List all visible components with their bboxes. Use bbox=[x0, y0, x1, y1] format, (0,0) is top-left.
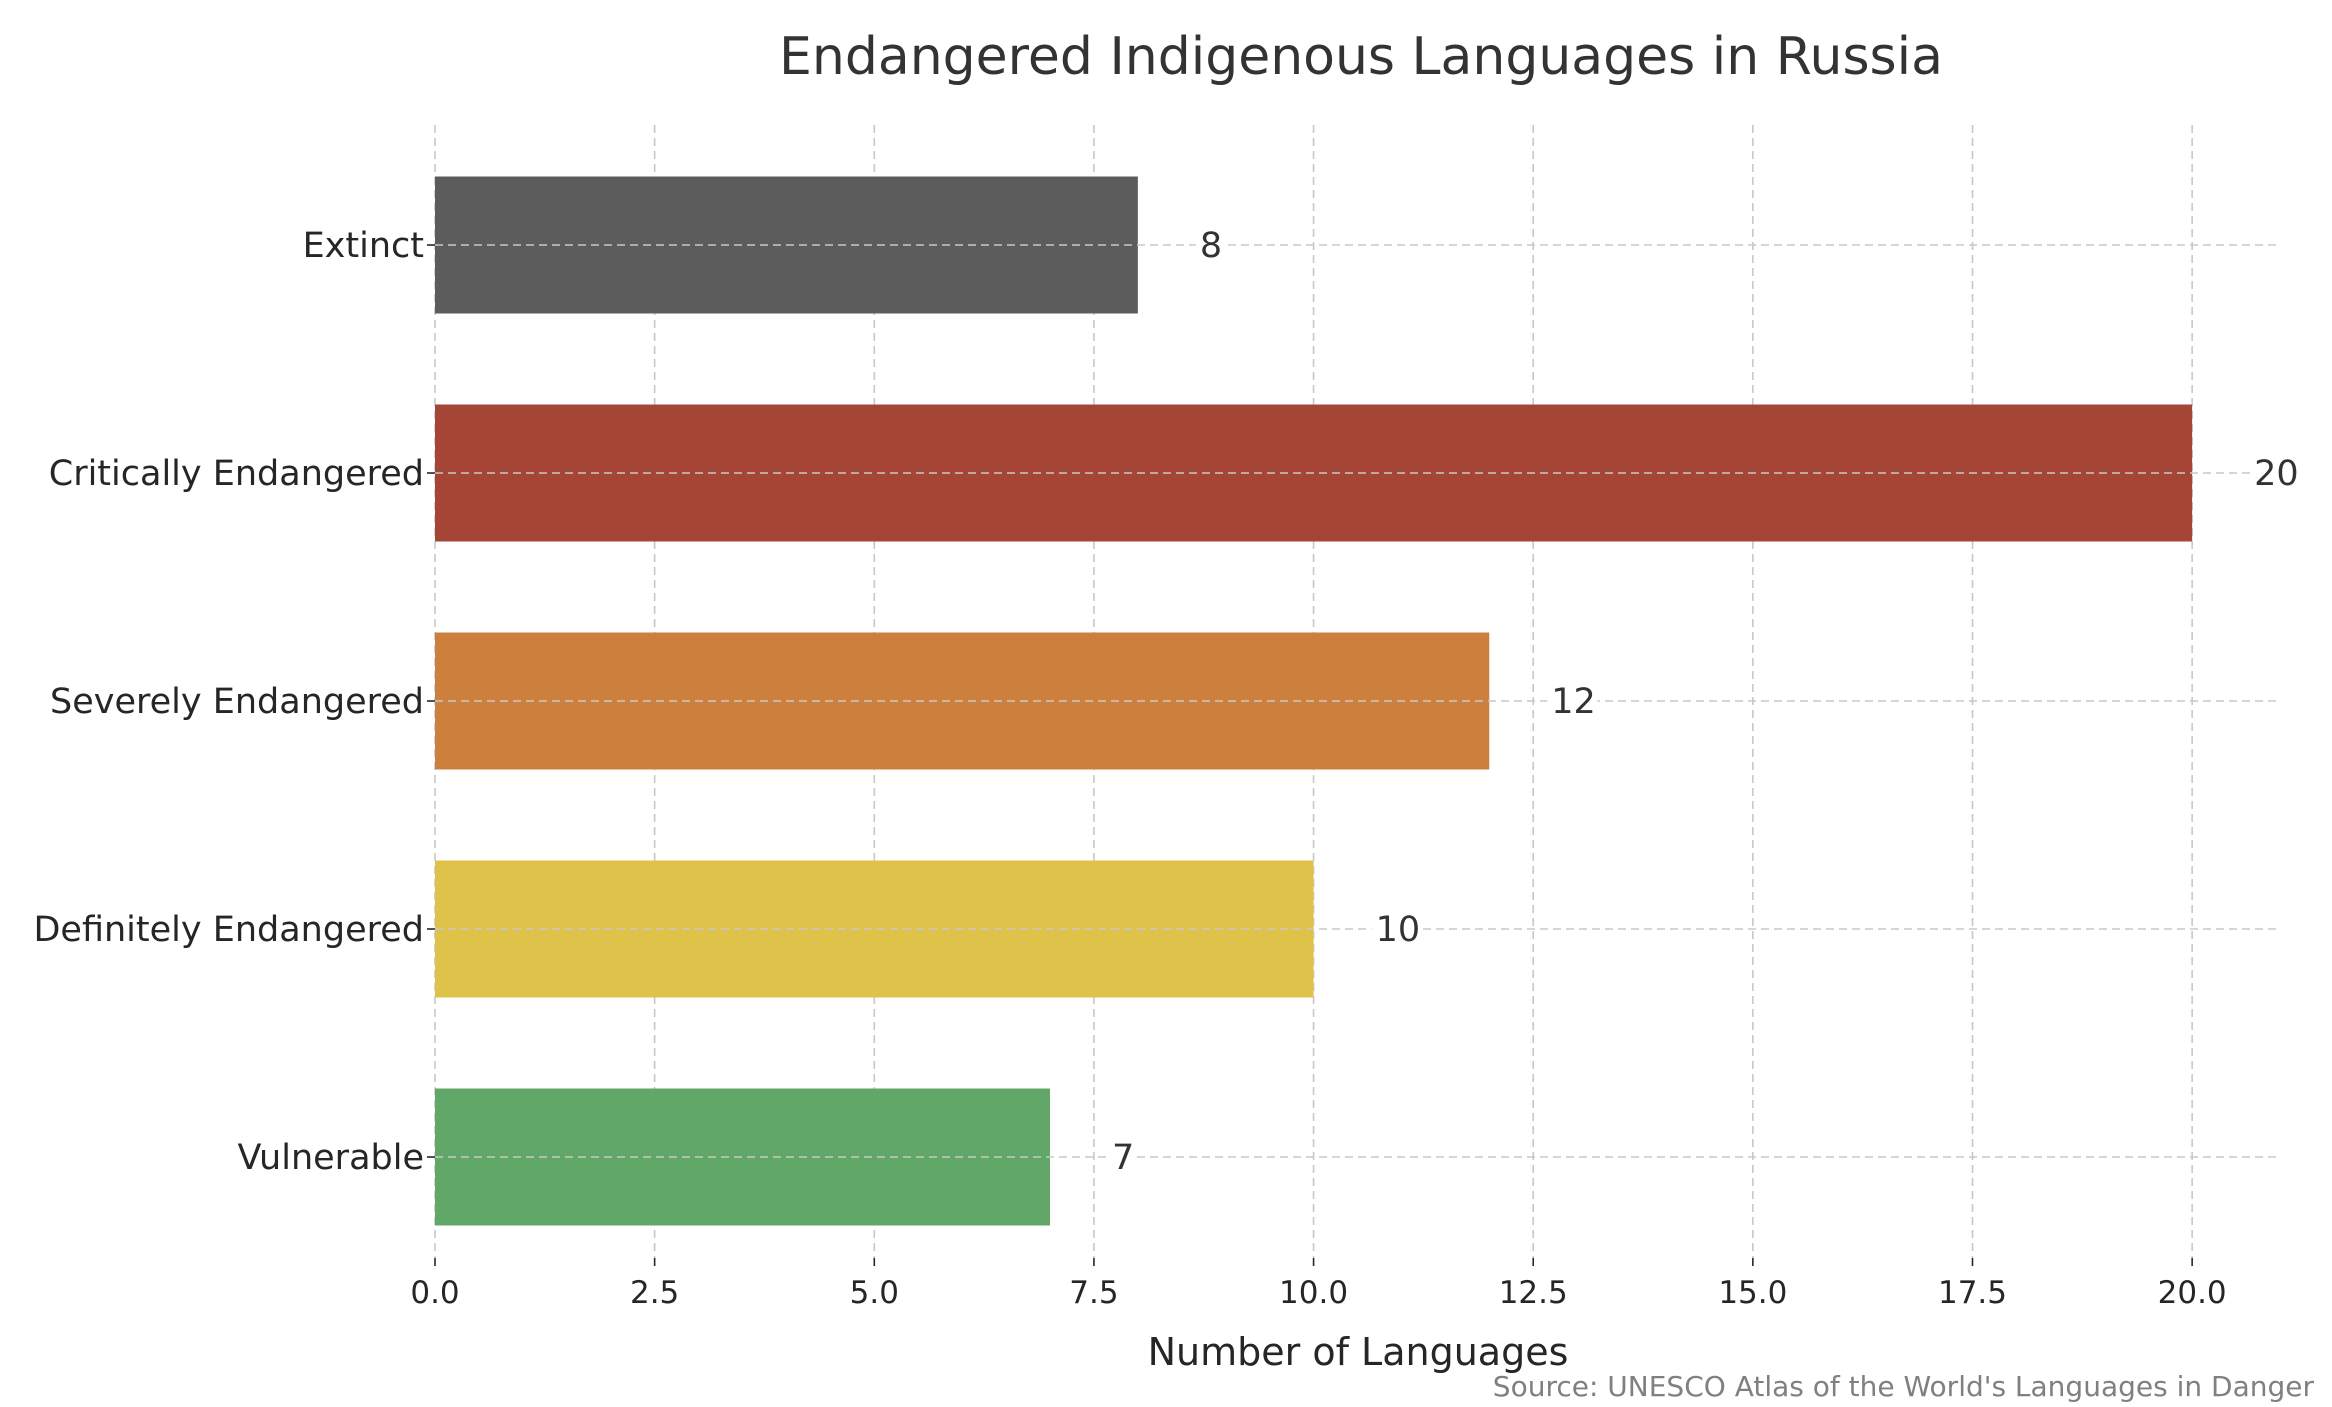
source-note: Source: UNESCO Atlas of the World's Lang… bbox=[1493, 1370, 2315, 1403]
category-label: Severely Endangered bbox=[50, 682, 424, 722]
x-tick-label: 20.0 bbox=[2158, 1275, 2227, 1311]
value-label: 7 bbox=[1112, 1138, 1134, 1178]
value-label: 8 bbox=[1200, 226, 1222, 266]
value-label: 12 bbox=[1551, 682, 1596, 722]
value-label-background bbox=[1108, 1135, 1136, 1175]
labels: 0.0 2.5 5.0 7.5 10.0 12.5 15.0 17.5 20.0 Extinct 8… bbox=[33, 223, 2301, 1311]
x-tick-label: 5.0 bbox=[850, 1275, 899, 1311]
x-tick-label: 10.0 bbox=[1279, 1275, 1348, 1311]
category-label: Extinct bbox=[303, 226, 424, 266]
value-label-background bbox=[1195, 223, 1224, 263]
value-label: 10 bbox=[1376, 910, 1421, 950]
x-tick-label: 7.5 bbox=[1069, 1275, 1118, 1311]
category-gridlines bbox=[435, 244, 2280, 1158]
value-label-background bbox=[1547, 679, 1598, 719]
x-tick-label: 15.0 bbox=[1718, 1275, 1787, 1311]
value-label-background bbox=[1371, 907, 1422, 947]
x-tick-label: 12.5 bbox=[1499, 1275, 1568, 1311]
x-tick-label: 2.5 bbox=[630, 1275, 679, 1311]
chart-title: Endangered Indigenous Languages in Russi… bbox=[779, 27, 1943, 87]
x-tick-label: 17.5 bbox=[1938, 1275, 2007, 1311]
category-label: Vulnerable bbox=[237, 1138, 424, 1178]
category-label: Definitely Endangered bbox=[33, 910, 424, 950]
value-label: 20 bbox=[2254, 454, 2299, 494]
axis-ticks bbox=[427, 244, 2193, 1266]
x-axis-title: Number of Languages bbox=[1148, 1330, 1569, 1374]
x-tick-label: 0.0 bbox=[410, 1275, 459, 1311]
value-label-background bbox=[2250, 451, 2301, 491]
category-label: Critically Endangered bbox=[49, 454, 424, 494]
